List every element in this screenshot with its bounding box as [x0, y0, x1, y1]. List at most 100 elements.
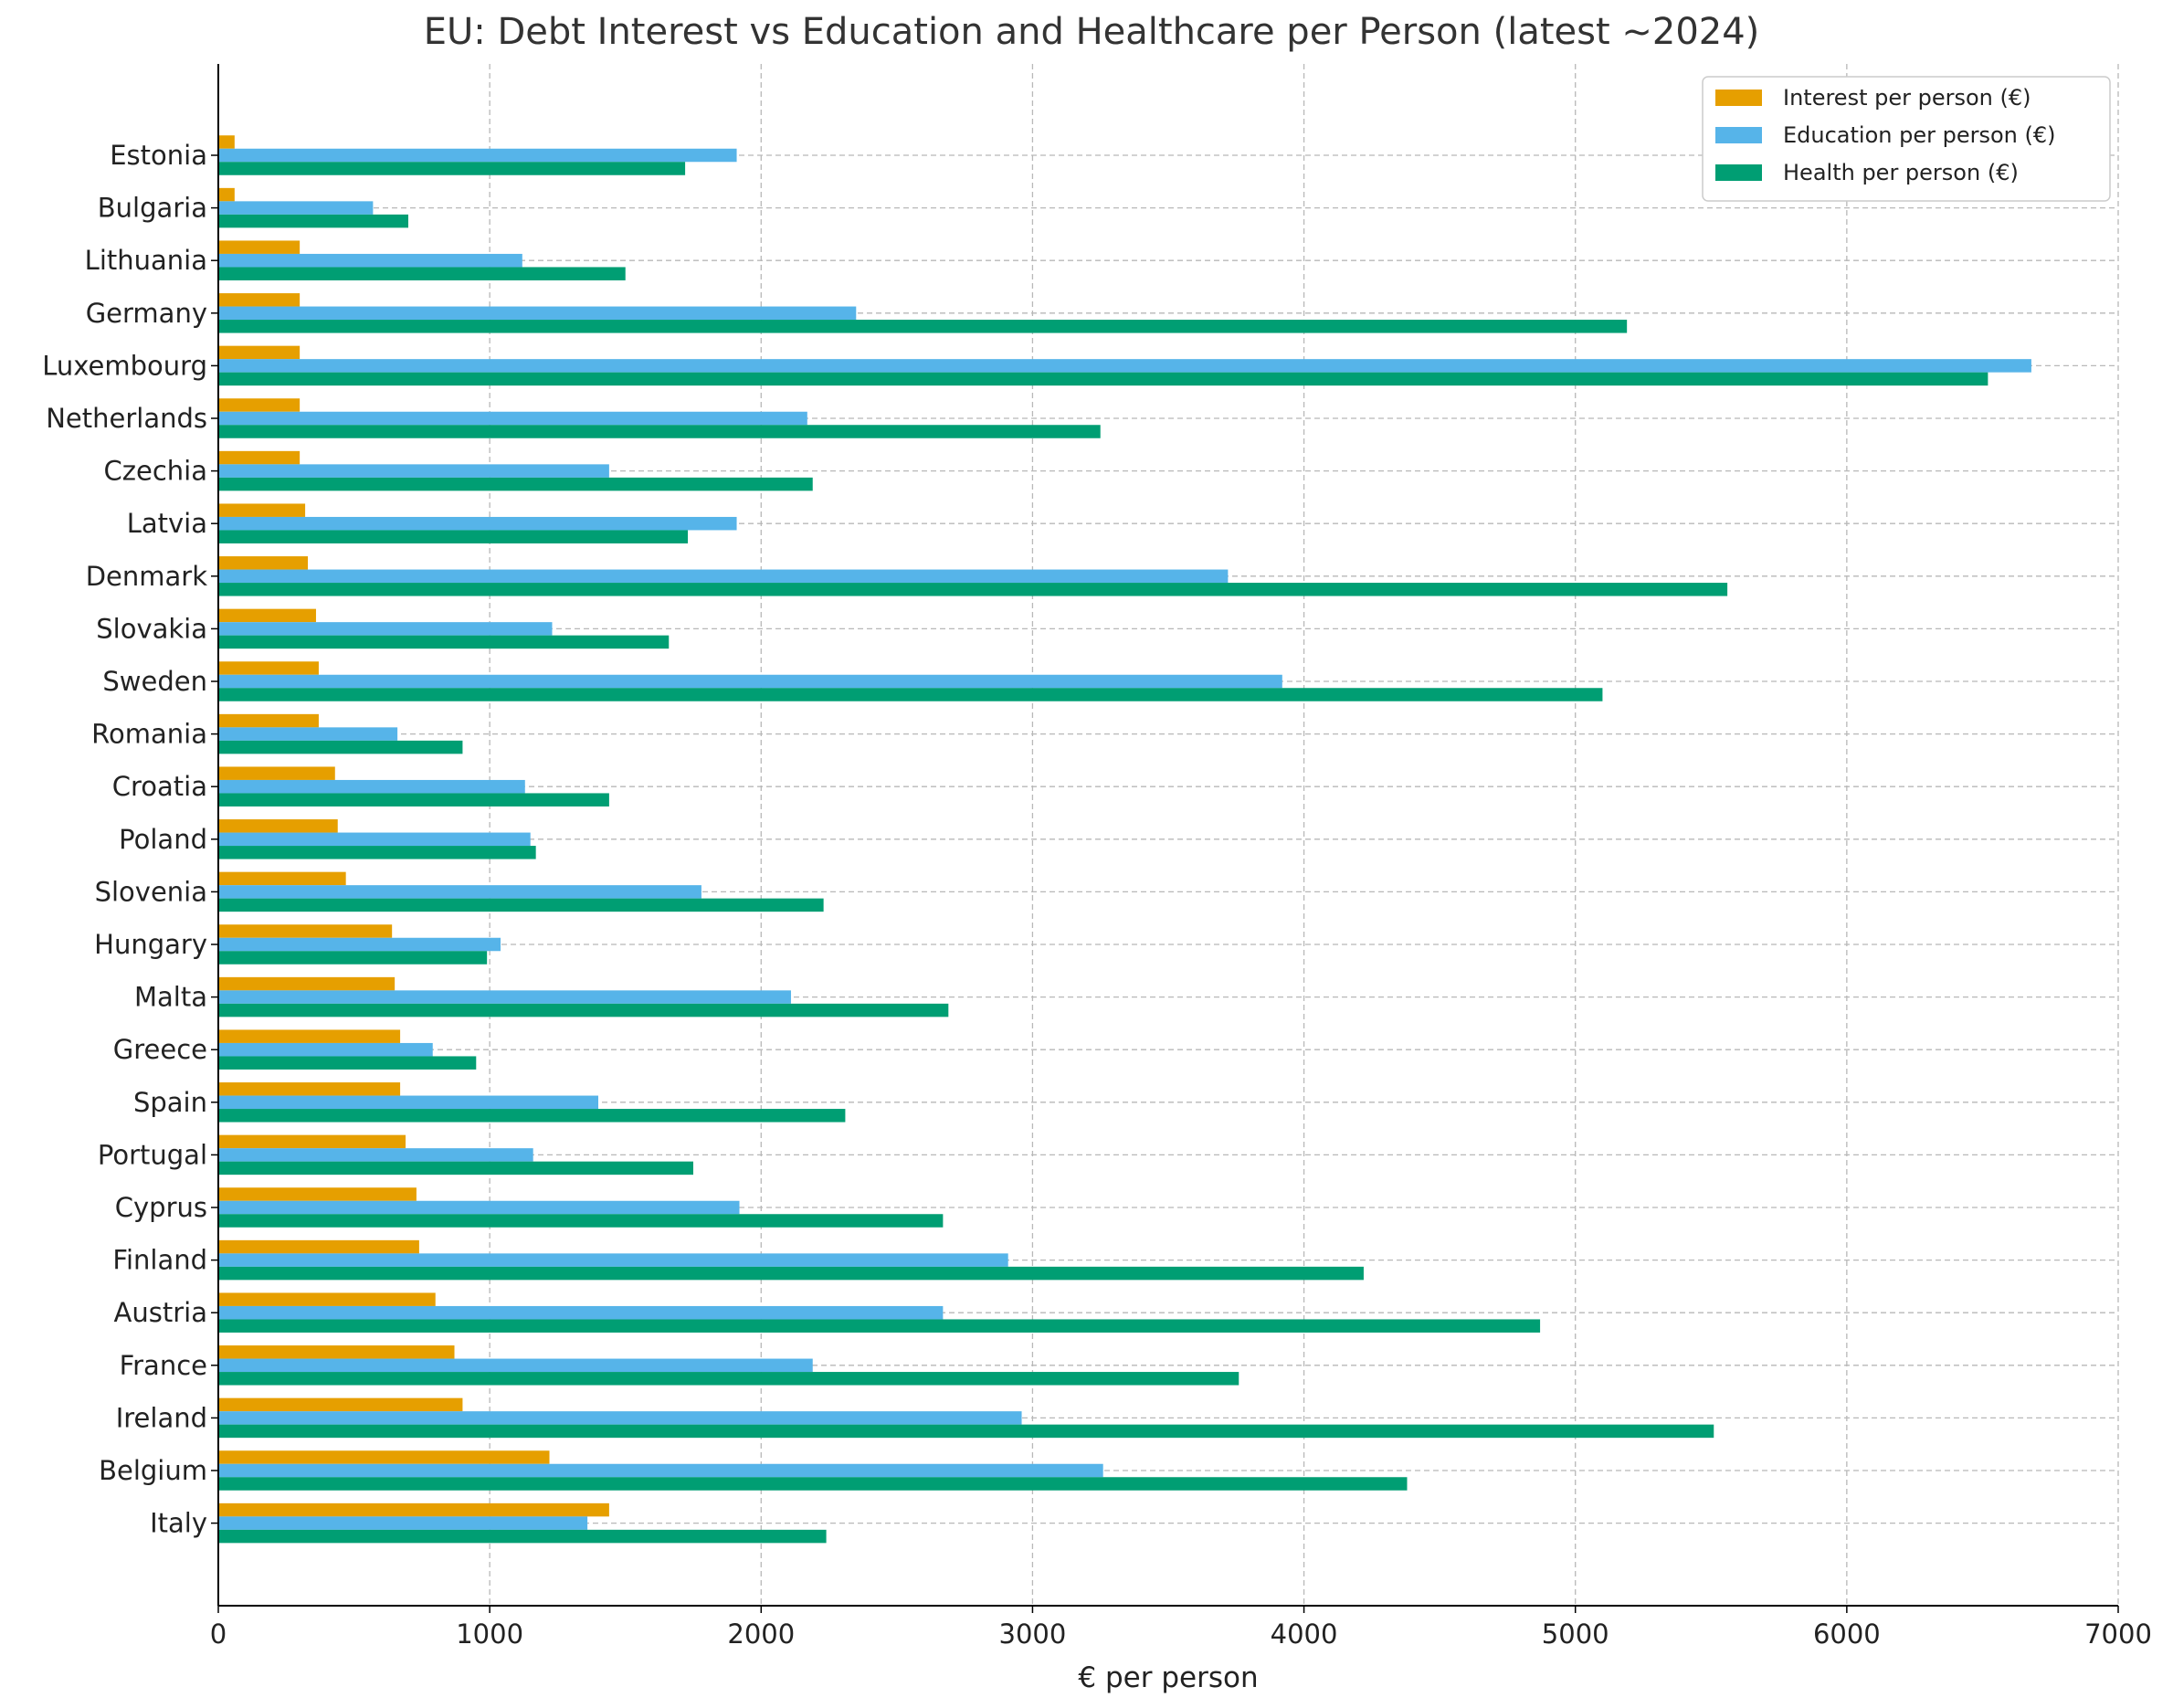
bar-interest	[218, 345, 301, 360]
x-tick-label: 1000	[456, 1618, 523, 1650]
y-tick-label: Sweden	[102, 666, 207, 697]
bar-education	[218, 516, 737, 531]
bar-health	[218, 162, 686, 175]
bar-health	[218, 372, 1988, 386]
y-tick-label: Austria	[114, 1297, 207, 1328]
bar-interest	[218, 1029, 401, 1043]
bar-education	[218, 990, 791, 1004]
bar-interest	[218, 450, 301, 465]
bar-health	[218, 1109, 846, 1123]
bar-health	[218, 846, 536, 859]
bar-education	[218, 727, 398, 741]
legend-swatch	[1715, 127, 1762, 143]
bar-education	[218, 201, 374, 215]
bar-interest	[218, 1345, 455, 1359]
bar-health	[218, 267, 626, 280]
bar-health	[218, 740, 463, 754]
bar-education	[218, 1305, 944, 1320]
bar-education	[218, 1042, 433, 1057]
bar-health	[218, 320, 1628, 333]
legend-box	[1702, 76, 2111, 202]
y-tick-label: Czechia	[104, 456, 207, 487]
legend: Interest per person (€) Education per per…	[1702, 76, 2111, 202]
bar-education	[218, 569, 1229, 584]
bar-health	[218, 1056, 477, 1070]
x-tick-label: 4000	[1271, 1618, 1338, 1650]
bar-interest	[218, 1134, 406, 1149]
bar-interest	[218, 1450, 550, 1464]
bar-education	[218, 674, 1282, 689]
bar-health	[218, 635, 670, 649]
y-tick-label: Hungary	[94, 929, 207, 960]
bar-interest	[218, 398, 301, 412]
x-tick-labels: 0 1000 2000 3000 4000 5000 6000 7000	[210, 1606, 2152, 1650]
bar-interest	[218, 187, 235, 202]
bar-education	[218, 1463, 1103, 1478]
bar-education	[218, 1095, 598, 1110]
y-tick-label: Croatia	[112, 771, 207, 802]
x-tick-label: 6000	[1813, 1618, 1881, 1650]
y-tick-label: Poland	[119, 824, 207, 855]
y-tick-label: Latvia	[127, 508, 207, 539]
bar-education	[218, 148, 737, 163]
y-tick-label: Denmark	[86, 561, 207, 592]
bar-education	[218, 1148, 533, 1162]
bar-education	[218, 1516, 588, 1530]
y-tick-label: Estonia	[110, 140, 207, 171]
y-tick-label: Portugal	[98, 1139, 207, 1170]
bar-health	[218, 793, 609, 807]
bar-health	[218, 1372, 1239, 1386]
bar-health	[218, 1319, 1541, 1333]
bar-interest	[218, 135, 235, 149]
axes	[217, 64, 2118, 1607]
bar-health	[218, 951, 488, 965]
legend-swatch	[1715, 164, 1762, 181]
bar-interest	[218, 1239, 419, 1254]
bar-interest	[218, 1502, 609, 1517]
bar-education	[218, 622, 553, 636]
bar-interest	[218, 976, 396, 991]
y-tick-label: Italy	[150, 1508, 207, 1539]
bar-education	[218, 464, 609, 478]
bar-interest	[218, 924, 393, 938]
y-tick-label: Belgium	[99, 1455, 207, 1486]
bar-health	[218, 214, 408, 228]
bar-health	[218, 1266, 1364, 1281]
bar-health	[218, 530, 689, 543]
x-axis-label: € per person	[1078, 1661, 1258, 1694]
bar-education	[218, 1358, 813, 1373]
bar-health	[218, 898, 824, 912]
x-tick-label: 7000	[2084, 1618, 2152, 1650]
bar-interest	[218, 1397, 463, 1412]
bar-interest	[218, 1292, 436, 1306]
y-tick-label: Netherlands	[46, 403, 207, 434]
bar-interest	[218, 503, 306, 517]
bar-interest	[218, 1082, 401, 1096]
bar-health	[218, 688, 1603, 701]
y-tick-label: Spain	[133, 1087, 207, 1118]
bar-health	[218, 477, 813, 491]
bar-education	[218, 411, 807, 426]
y-tick-label: Luxembourg	[42, 350, 207, 381]
y-tick-label: Romania	[91, 719, 207, 750]
bar-interest	[218, 293, 301, 307]
y-tick-label: Greece	[113, 1034, 207, 1065]
bars	[218, 135, 2031, 1544]
y-tick-label: Slovakia	[96, 613, 207, 644]
bar-education	[218, 1200, 740, 1215]
y-tick-label: Lithuania	[85, 245, 207, 276]
y-tick-label: Bulgaria	[98, 193, 207, 224]
bar-health	[218, 1529, 827, 1544]
chart-title: EU: Debt Interest vs Education and Healt…	[424, 11, 1760, 53]
x-tick-label: 3000	[999, 1618, 1067, 1650]
y-tick-label: Ireland	[116, 1402, 207, 1433]
y-tick-label: Malta	[134, 982, 207, 1013]
bar-education	[218, 359, 2031, 373]
bar-interest	[218, 713, 319, 728]
bar-interest	[218, 766, 335, 780]
bar-health	[218, 1161, 693, 1176]
bar-interest	[218, 819, 338, 833]
bar-health	[218, 583, 1728, 596]
y-tick-label: France	[120, 1350, 207, 1381]
